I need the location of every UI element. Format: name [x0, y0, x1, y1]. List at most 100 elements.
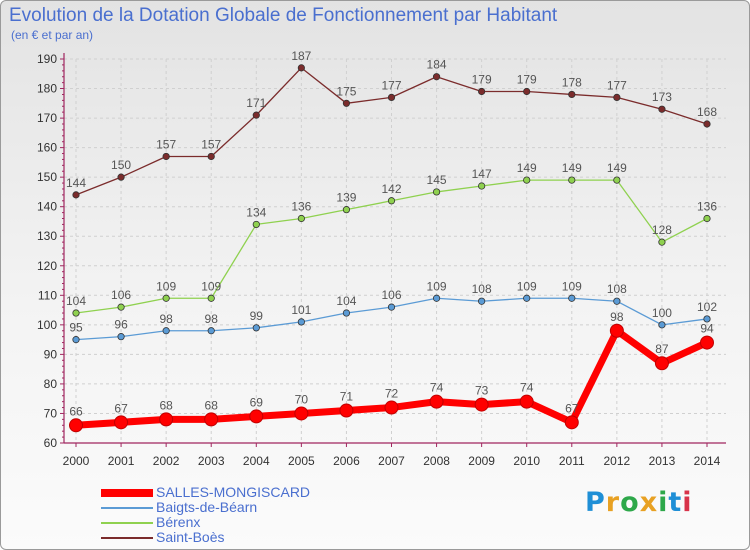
logo-letter: i: [682, 487, 693, 518]
data-label: 184: [427, 58, 447, 72]
data-label: 109: [562, 279, 582, 293]
legend-label: Bérenx: [156, 514, 201, 530]
data-point: [342, 99, 351, 107]
legend-label: SALLES-MONGISCARD: [156, 484, 311, 500]
data-label: 136: [291, 200, 311, 214]
data-label: 109: [517, 279, 537, 293]
data-point: [162, 327, 170, 335]
data-point: [613, 297, 621, 305]
data-point: [613, 93, 621, 102]
data-point: [387, 303, 396, 311]
x-tick-label: 2007: [378, 454, 405, 468]
data-point: [207, 152, 215, 161]
legend-swatch: [101, 507, 153, 509]
data-point: [384, 400, 399, 415]
data-label: 100: [652, 306, 672, 320]
series-salles-mongiscard: 66 67 68 68 69 70 71 72 74 73 74 67 98 87 94: [69, 310, 714, 433]
data-label: 177: [381, 78, 401, 92]
axes: 60 70 80 90 100 110 120 130 140 150 160 170 180 190 20…: [37, 52, 726, 468]
data-label: 157: [156, 137, 176, 151]
data-label: 149: [562, 161, 582, 175]
data-point: [658, 238, 666, 246]
data-point: [297, 318, 305, 326]
data-point: [568, 90, 576, 99]
data-label: 109: [427, 279, 447, 293]
data-point: [72, 336, 80, 344]
data-point: [339, 403, 354, 418]
data-point: [207, 294, 215, 302]
data-point: [703, 214, 711, 223]
data-point: [658, 105, 666, 113]
data-point: [523, 87, 531, 96]
data-label: 72: [385, 387, 399, 401]
x-tick-label: 2008: [423, 454, 450, 468]
data-label: 171: [246, 96, 266, 110]
data-label: 108: [607, 282, 627, 296]
data-label: 69: [250, 395, 264, 409]
y-tick-label: 100: [37, 318, 57, 332]
data-label: 173: [652, 90, 672, 104]
logo-letter: o: [620, 487, 640, 518]
data-point: [249, 409, 264, 424]
data-label: 104: [336, 294, 356, 308]
data-label: 109: [156, 279, 176, 293]
y-tick-label: 70: [44, 406, 58, 420]
data-label: 147: [472, 167, 492, 181]
data-point: [703, 120, 711, 128]
data-label: 145: [427, 173, 447, 187]
y-tick-label: 140: [37, 200, 57, 214]
data-point: [294, 406, 309, 421]
data-label: 74: [520, 381, 534, 395]
data-point: [613, 176, 621, 184]
data-point: [159, 412, 174, 427]
data-label: 187: [291, 49, 311, 63]
y-tick-label: 160: [37, 141, 57, 155]
data-point: [609, 323, 624, 338]
data-point: [114, 415, 129, 430]
data-point: [700, 335, 714, 350]
data-label: 149: [517, 161, 537, 175]
x-tick-label: 2005: [288, 454, 315, 468]
data-label: 177: [607, 78, 627, 92]
data-label: 139: [336, 191, 356, 205]
logo-letter: i: [658, 487, 669, 518]
data-point: [568, 294, 576, 302]
data-point: [207, 327, 215, 335]
data-point: [342, 309, 351, 317]
series-b-renx: 104 106 109 109 134 136 139 142 145 147 149 149 149 1…: [66, 161, 717, 317]
data-label: 98: [205, 312, 219, 326]
data-point: [523, 176, 531, 184]
x-tick-label: 2013: [649, 454, 676, 468]
data-point: [117, 173, 125, 181]
data-label: 98: [159, 312, 173, 326]
data-label: 74: [430, 381, 444, 395]
data-point: [72, 309, 80, 317]
data-label: 108: [472, 282, 492, 296]
data-label: 178: [562, 75, 582, 89]
proxiti-logo: Proxiti: [585, 487, 693, 518]
data-point: [432, 188, 441, 196]
data-point: [252, 220, 260, 229]
data-label: 98: [610, 310, 624, 324]
data-label: 168: [697, 105, 717, 119]
data-label: 179: [472, 72, 492, 86]
chart-subtitle: (en € et par an): [11, 28, 94, 42]
x-tick-label: 2000: [63, 454, 90, 468]
data-point: [478, 297, 486, 305]
data-label: 66: [69, 404, 83, 418]
data-label: 109: [201, 279, 221, 293]
x-tick-label: 2012: [604, 454, 631, 468]
x-tick-label: 2004: [243, 454, 270, 468]
data-label: 175: [336, 84, 356, 98]
logo-letter: P: [585, 487, 606, 518]
data-label: 136: [697, 200, 717, 214]
data-label: 106: [111, 288, 131, 302]
data-label: 149: [607, 161, 627, 175]
data-point: [519, 394, 534, 409]
data-point: [658, 321, 666, 329]
data-point: [204, 412, 219, 427]
x-tick-label: 2009: [468, 454, 495, 468]
data-label: 70: [295, 392, 309, 406]
series-baigts-de-b-arn: 95 96 98 98 99 101 104 106 109 108 109 109 108 100 102: [69, 279, 717, 344]
